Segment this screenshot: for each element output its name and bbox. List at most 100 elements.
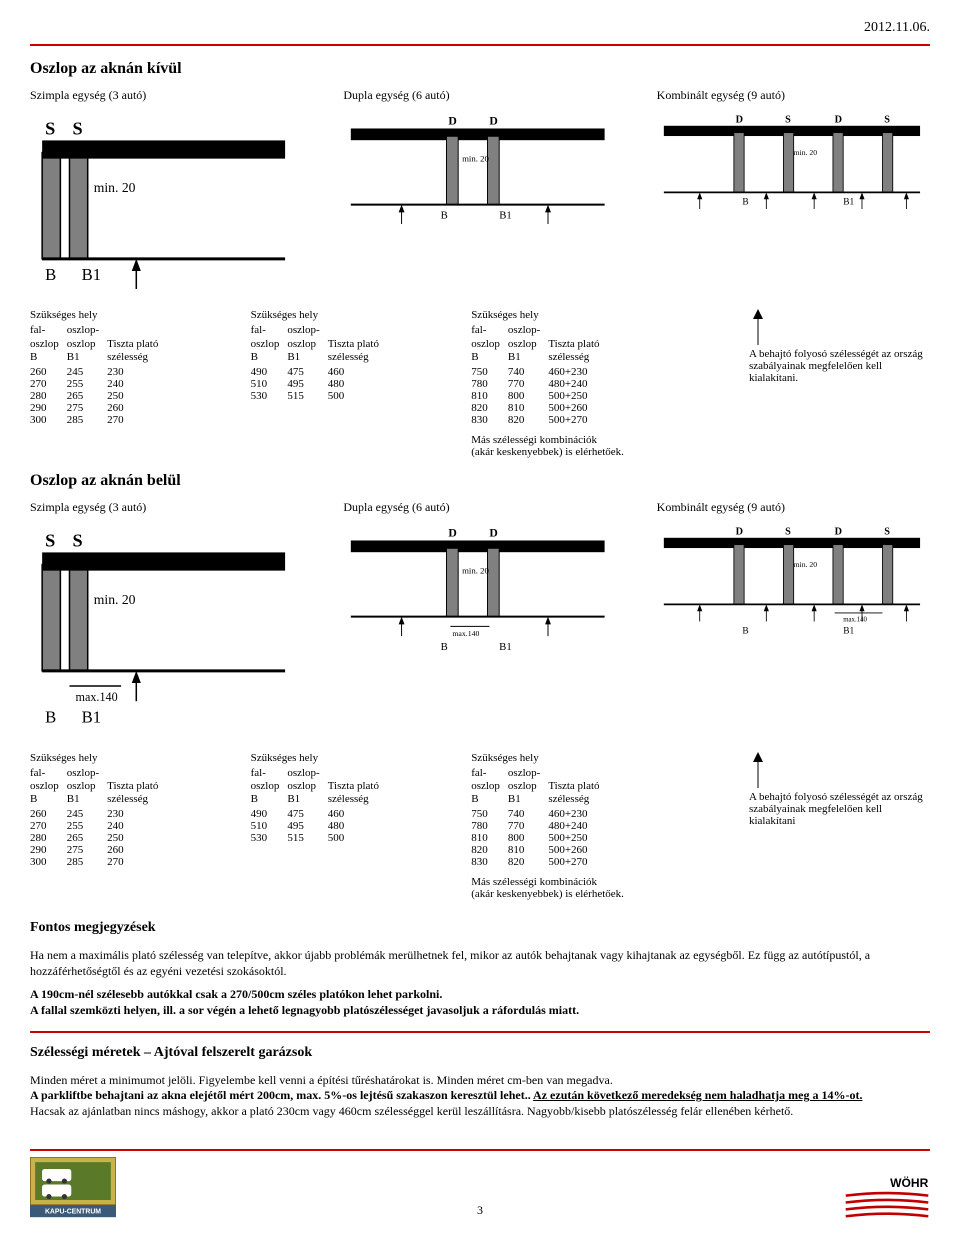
table-cell: 820: [508, 414, 548, 426]
tables-row-2: Szükséges hely fal- oszlop B oszlop- osz…: [30, 752, 930, 901]
table-cell: 820: [471, 402, 508, 414]
table-cell: 480+240: [548, 378, 607, 390]
table-cell: 280: [30, 832, 67, 844]
table-cell: 500: [328, 390, 387, 402]
table-cell: 490: [251, 808, 288, 820]
table-cell: 530: [251, 832, 288, 844]
table-cell: 500+250: [548, 390, 607, 402]
svg-text:B1: B1: [843, 197, 854, 207]
table-cell: 480: [328, 378, 387, 390]
table-cell: 270: [107, 856, 166, 868]
th-tiszta: Tiszta plató szélesség: [548, 767, 607, 809]
svg-text:S: S: [785, 526, 791, 537]
th-szuks: Szükséges hely: [251, 752, 328, 767]
table-cell: 290: [30, 844, 67, 856]
svg-text:S: S: [884, 114, 890, 125]
section2-title: Oszlop az aknán belül: [30, 472, 930, 490]
table-row: 510495480: [251, 820, 387, 832]
unit-szimpla-1: Szimpla egység (3 autó): [30, 88, 303, 103]
th-oszlop: oszlop- oszlop B1: [67, 324, 107, 366]
th-szuks: Szükséges hely: [30, 752, 107, 767]
svg-text:min. 20: min. 20: [793, 560, 817, 569]
table-cell: 285: [67, 856, 107, 868]
th-fal: fal- oszlop B: [471, 324, 508, 366]
table-kombinalt-2: Szükséges hely fal- oszlop B oszlop- osz…: [471, 752, 719, 901]
table-cell: 810: [471, 832, 508, 844]
table-cell: 830: [471, 414, 508, 426]
col-kombinalt-2: Kombinált egység (9 autó) D S D S min. 2…: [657, 500, 930, 736]
table-cell: 740: [508, 366, 548, 378]
table-cell: 260: [107, 402, 166, 414]
table-cell: 510: [251, 820, 288, 832]
side-note-2-text: A behajtó folyosó szélességét az ország …: [749, 791, 930, 827]
table-row: 270255240: [30, 378, 166, 390]
table-cell: 750: [471, 808, 508, 820]
table-row: 820810500+260: [471, 402, 607, 414]
fontos-title: Fontos megjegyzések: [30, 920, 930, 936]
svg-text:min. 20: min. 20: [94, 592, 136, 607]
th-tiszta: Tiszta plató szélesség: [328, 767, 387, 809]
table-cell: 510: [251, 378, 288, 390]
rows-kombinalt-2: 750740460+230780770480+240810800500+2508…: [471, 808, 607, 868]
table-cell: 475: [287, 808, 327, 820]
svg-text:D: D: [449, 527, 457, 540]
table-cell: 255: [67, 378, 107, 390]
th-oszlop: oszlop- oszlop B1: [287, 767, 327, 809]
table-szimpla-1: Szükséges hely fal- oszlop B oszlop- osz…: [30, 309, 221, 426]
diagram-dupla-inside: D D min. 20 max.140 B B1: [343, 519, 616, 656]
table-cell: 810: [508, 844, 548, 856]
table-cell: 530: [251, 390, 288, 402]
table-row: 490475460: [251, 366, 387, 378]
table-cell: 460: [328, 808, 387, 820]
th-tiszta: Tiszta plató szélesség: [548, 324, 607, 366]
table-cell: 240: [107, 820, 166, 832]
svg-text:S: S: [45, 530, 55, 550]
svg-text:S: S: [73, 118, 83, 138]
table-cell: 800: [508, 832, 548, 844]
svg-text:B: B: [742, 626, 748, 636]
table-cell: 500+260: [548, 844, 607, 856]
table-cell: 275: [67, 402, 107, 414]
col-kombinalt-1: Kombinált egység (9 autó) D S D S min. 2…: [657, 88, 930, 293]
table-cell: 820: [471, 844, 508, 856]
table-row: 830820500+270: [471, 414, 607, 426]
table-row: 820810500+260: [471, 844, 607, 856]
unit-szimpla-2: Szimpla egység (3 autó): [30, 500, 303, 515]
th-fal: fal- oszlop B: [30, 767, 67, 809]
svg-text:B: B: [441, 209, 448, 221]
table-cell: 770: [508, 820, 548, 832]
arrow-up-icon: [749, 309, 767, 345]
diagram-kombinalt-outside: D S D S min. 20 B B1: [657, 107, 930, 209]
section1-title: Oszlop az aknán kívül: [30, 60, 930, 78]
top-rule: [30, 44, 930, 46]
svg-text:D: D: [449, 115, 457, 128]
page-number: 3: [477, 1203, 483, 1218]
table-szimpla-2: Szükséges hely fal- oszlop B oszlop- osz…: [30, 752, 221, 869]
rows-dupla-2: 490475460510495480530515500: [251, 808, 387, 844]
szel-title: Szélességi méretek – Ajtóval felszerelt …: [30, 1045, 930, 1061]
col-szimpla-2: Szimpla egység (3 autó) S S min. 20 max.…: [30, 500, 303, 736]
svg-text:B: B: [45, 265, 56, 284]
table-row: 260245230: [30, 366, 166, 378]
table-row: 280265250: [30, 390, 166, 402]
szel-p3: Hacsak az ajánlatban nincs máshogy, akko…: [30, 1104, 793, 1118]
table-row: 490475460: [251, 808, 387, 820]
table-cell: 820: [508, 856, 548, 868]
table-cell: 460: [328, 366, 387, 378]
table-cell: 810: [471, 390, 508, 402]
table-row: 810800500+250: [471, 390, 607, 402]
table-cell: 500+270: [548, 414, 607, 426]
kapu-centrum-logo: KAPU-CENTRUM: [30, 1157, 116, 1217]
side-note-1: A behajtó folyosó szélességét az ország …: [749, 309, 930, 384]
svg-text:D: D: [834, 114, 841, 125]
page-footer: KAPU-CENTRUM 3 WÖHR: [30, 1149, 930, 1217]
unit-kombinalt-1: Kombinált egység (9 autó): [657, 88, 930, 103]
rows-dupla-1: 490475460510495480530515500: [251, 366, 387, 402]
table-row: 280265250: [30, 832, 166, 844]
table-cell: 270: [107, 414, 166, 426]
table-cell: 480+240: [548, 820, 607, 832]
diagrams-row-2: Szimpla egység (3 autó) S S min. 20 max.…: [30, 500, 930, 736]
table-row: 830820500+270: [471, 856, 607, 868]
svg-text:max.140: max.140: [76, 690, 118, 704]
svg-text:D: D: [490, 527, 498, 540]
